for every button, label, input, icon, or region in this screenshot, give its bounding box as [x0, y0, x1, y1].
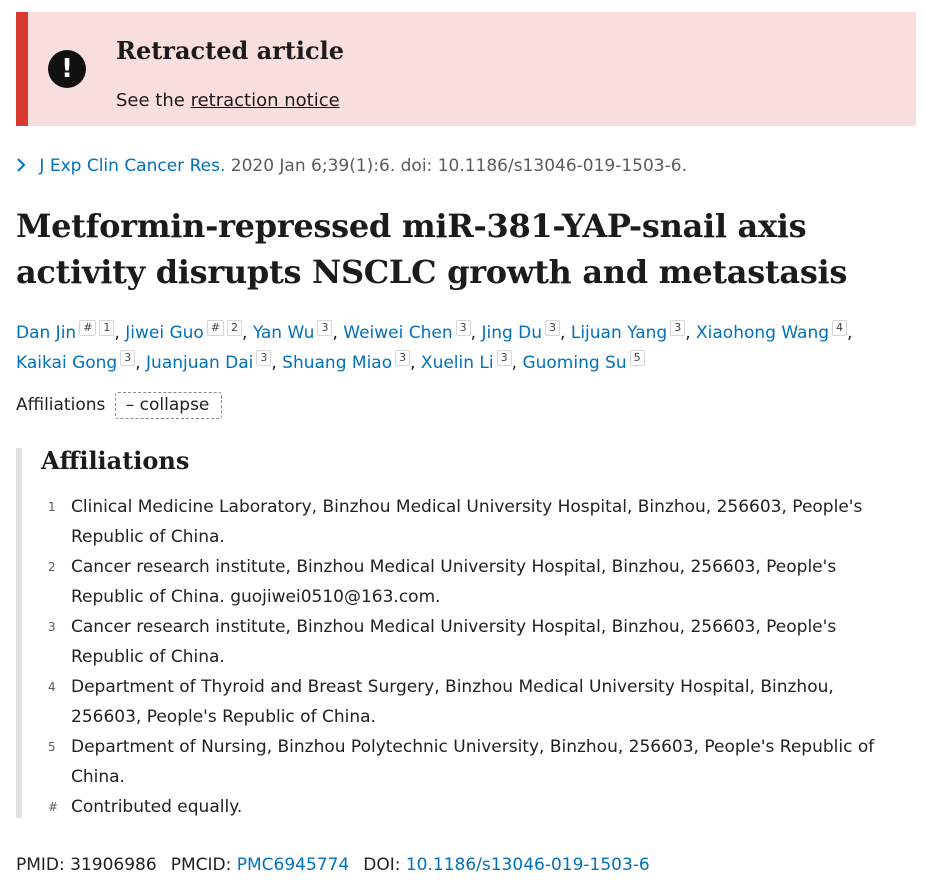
author-item: Kaikai Gong 3,: [16, 350, 147, 373]
author-link[interactable]: Guoming Su: [522, 353, 627, 373]
affiliation-marker[interactable]: 2: [227, 320, 243, 336]
affiliation-item: 5 Department of Nursing, Binzhou Polytech…: [22, 732, 902, 792]
affiliation-number: 1: [48, 500, 56, 514]
citation-details: 2020 Jan 6;39(1):6. doi: 10.1186/s13046-…: [225, 156, 687, 176]
retraction-banner: ! Retracted article See the retraction n…: [16, 12, 916, 126]
chevron-right-icon[interactable]: [16, 156, 31, 176]
affiliation-number: 5: [48, 740, 56, 754]
collapse-button[interactable]: – collapse: [114, 392, 223, 419]
affiliation-marker[interactable]: 3: [256, 350, 272, 366]
affiliation-text: Contributed equally.: [71, 797, 243, 817]
author-list: Dan Jin #1, Jiwei Guo #2, Yan Wu 3, Weiwei …: [16, 318, 911, 378]
journal-link[interactable]: J Exp Clin Cancer Res.: [39, 156, 226, 176]
identifiers-row: PMID: 31906986 PMCID: PMC6945774 DOI: 10.1…: [16, 855, 650, 875]
author-separator: ,: [511, 353, 523, 373]
affiliations-toggle-row: Affiliations – collapse: [16, 392, 223, 419]
citation-line: J Exp Clin Cancer Res. 2020 Jan 6;39(1):…: [16, 156, 687, 176]
pmid-label: PMID:: [16, 855, 71, 875]
author-link[interactable]: Jing Du: [481, 323, 543, 343]
doi-label: DOI:: [363, 855, 406, 875]
affiliation-item: 3 Cancer research institute, Binzhou Medi…: [22, 612, 902, 672]
affiliation-text: Clinical Medicine Laboratory, Binzhou Me…: [71, 497, 863, 547]
author-link[interactable]: Yan Wu: [252, 323, 315, 343]
author-item: Jiwei Guo #2,: [125, 320, 253, 343]
banner-text: See the retraction notice: [116, 90, 340, 111]
affiliation-marker[interactable]: 3: [395, 350, 411, 366]
author-link[interactable]: Dan Jin: [16, 323, 77, 343]
affiliation-marker[interactable]: 3: [120, 350, 136, 366]
author-item: Dan Jin #1,: [16, 320, 126, 343]
author-separator: ,: [847, 323, 853, 343]
author-item: Guoming Su 5: [522, 350, 645, 373]
author-separator: ,: [135, 353, 147, 373]
affiliation-marker[interactable]: 1: [99, 320, 115, 336]
author-item: Weiwei Chen 3,: [343, 320, 482, 343]
affiliation-text: Cancer research institute, Binzhou Medic…: [71, 557, 837, 607]
affiliation-number: 3: [48, 620, 56, 634]
affiliations-panel: Affiliations 1 Clinical Medicine Laborato…: [16, 446, 906, 818]
affiliation-marker[interactable]: 5: [629, 350, 645, 366]
affiliation-marker[interactable]: #: [79, 320, 97, 336]
article-title: Metformin-repressed miR-381-YAP-snail ax…: [16, 207, 848, 291]
affiliation-marker[interactable]: 3: [670, 320, 686, 336]
author-item: Xiaohong Wang 4,: [696, 320, 853, 343]
affiliation-text: Cancer research institute, Binzhou Medic…: [71, 617, 837, 667]
affiliation-text: Department of Thyroid and Breast Surgery…: [71, 677, 834, 727]
author-item: Jing Du 3,: [481, 320, 571, 343]
doi-link[interactable]: 10.1186/s13046-019-1503-6: [405, 855, 650, 875]
banner-title: Retracted article: [116, 36, 344, 65]
exclamation-icon: !: [48, 50, 86, 88]
author-separator: ,: [114, 323, 126, 343]
affiliation-marker[interactable]: 3: [545, 320, 561, 336]
author-separator: ,: [332, 323, 344, 343]
author-item: Shuang Miao 3,: [282, 350, 421, 373]
author-link[interactable]: Xiaohong Wang: [696, 323, 830, 343]
author-item: Lijuan Yang 3,: [570, 320, 696, 343]
affiliation-item: # Contributed equally.: [22, 792, 902, 822]
pmid-value: 31906986: [70, 855, 157, 875]
author-item: Juanjuan Dai 3,: [146, 350, 283, 373]
affiliations-heading: Affiliations: [41, 446, 190, 475]
affiliation-marker[interactable]: 3: [455, 320, 471, 336]
affiliation-marker[interactable]: 3: [496, 350, 512, 366]
affiliation-number: 4: [48, 680, 56, 694]
author-separator: ,: [271, 353, 283, 373]
author-separator: ,: [410, 353, 421, 373]
affiliation-number: 2: [48, 560, 56, 574]
author-link[interactable]: Lijuan Yang: [570, 323, 668, 343]
banner-text-prefix: See the: [116, 90, 191, 111]
affiliation-text: Department of Nursing, Binzhou Polytechn…: [71, 737, 875, 787]
author-link[interactable]: Shuang Miao: [282, 353, 393, 373]
pmcid-link[interactable]: PMC6945774: [236, 855, 350, 875]
author-link[interactable]: Kaikai Gong: [16, 353, 118, 373]
author-link[interactable]: Juanjuan Dai: [146, 353, 254, 373]
author-item: Xuelin Li 3,: [420, 350, 523, 373]
affiliation-marker[interactable]: 4: [832, 320, 848, 336]
affiliation-item: 1 Clinical Medicine Laboratory, Binzhou M…: [22, 492, 902, 552]
author-link[interactable]: Weiwei Chen: [343, 323, 453, 343]
affiliation-number: #: [48, 800, 59, 814]
affiliation-marker[interactable]: 3: [317, 320, 333, 336]
author-link[interactable]: Xuelin Li: [420, 353, 494, 373]
author-separator: ,: [470, 323, 482, 343]
affiliation-marker[interactable]: #: [206, 320, 225, 336]
affiliations-list: 1 Clinical Medicine Laboratory, Binzhou M…: [22, 492, 902, 822]
affiliation-item: 2 Cancer research institute, Binzhou Medi…: [22, 552, 902, 612]
retraction-notice-link[interactable]: retraction notice: [190, 90, 340, 111]
author-separator: ,: [685, 323, 696, 343]
pmcid-label: PMCID:: [170, 855, 237, 875]
author-separator: ,: [242, 323, 253, 343]
author-separator: ,: [560, 323, 571, 343]
affiliations-label: Affiliations: [16, 395, 106, 415]
affiliation-item: 4 Department of Thyroid and Breast Surger…: [22, 672, 902, 732]
author-item: Yan Wu 3,: [252, 320, 344, 343]
author-link[interactable]: Jiwei Guo: [125, 323, 204, 343]
